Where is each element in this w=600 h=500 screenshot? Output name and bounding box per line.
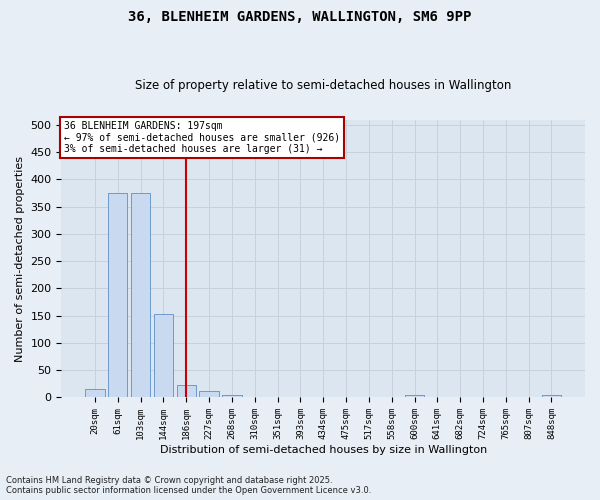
Bar [85, 390, 104, 398]
Title: Size of property relative to semi-detached houses in Wallington: Size of property relative to semi-detach… [135, 79, 511, 92]
Bar [405, 394, 424, 398]
Y-axis label: Number of semi-detached properties: Number of semi-detached properties [15, 156, 25, 362]
Text: Contains HM Land Registry data © Crown copyright and database right 2025.
Contai: Contains HM Land Registry data © Crown c… [6, 476, 371, 495]
Bar [542, 396, 561, 398]
Bar [222, 396, 242, 398]
Bar [131, 193, 150, 398]
Bar [154, 314, 173, 398]
Text: 36, BLENHEIM GARDENS, WALLINGTON, SM6 9PP: 36, BLENHEIM GARDENS, WALLINGTON, SM6 9P… [128, 10, 472, 24]
X-axis label: Distribution of semi-detached houses by size in Wallington: Distribution of semi-detached houses by … [160, 445, 487, 455]
Bar [108, 193, 127, 398]
Text: 36 BLENHEIM GARDENS: 197sqm
← 97% of semi-detached houses are smaller (926)
3% o: 36 BLENHEIM GARDENS: 197sqm ← 97% of sem… [64, 121, 340, 154]
Bar [176, 385, 196, 398]
Bar [199, 391, 219, 398]
